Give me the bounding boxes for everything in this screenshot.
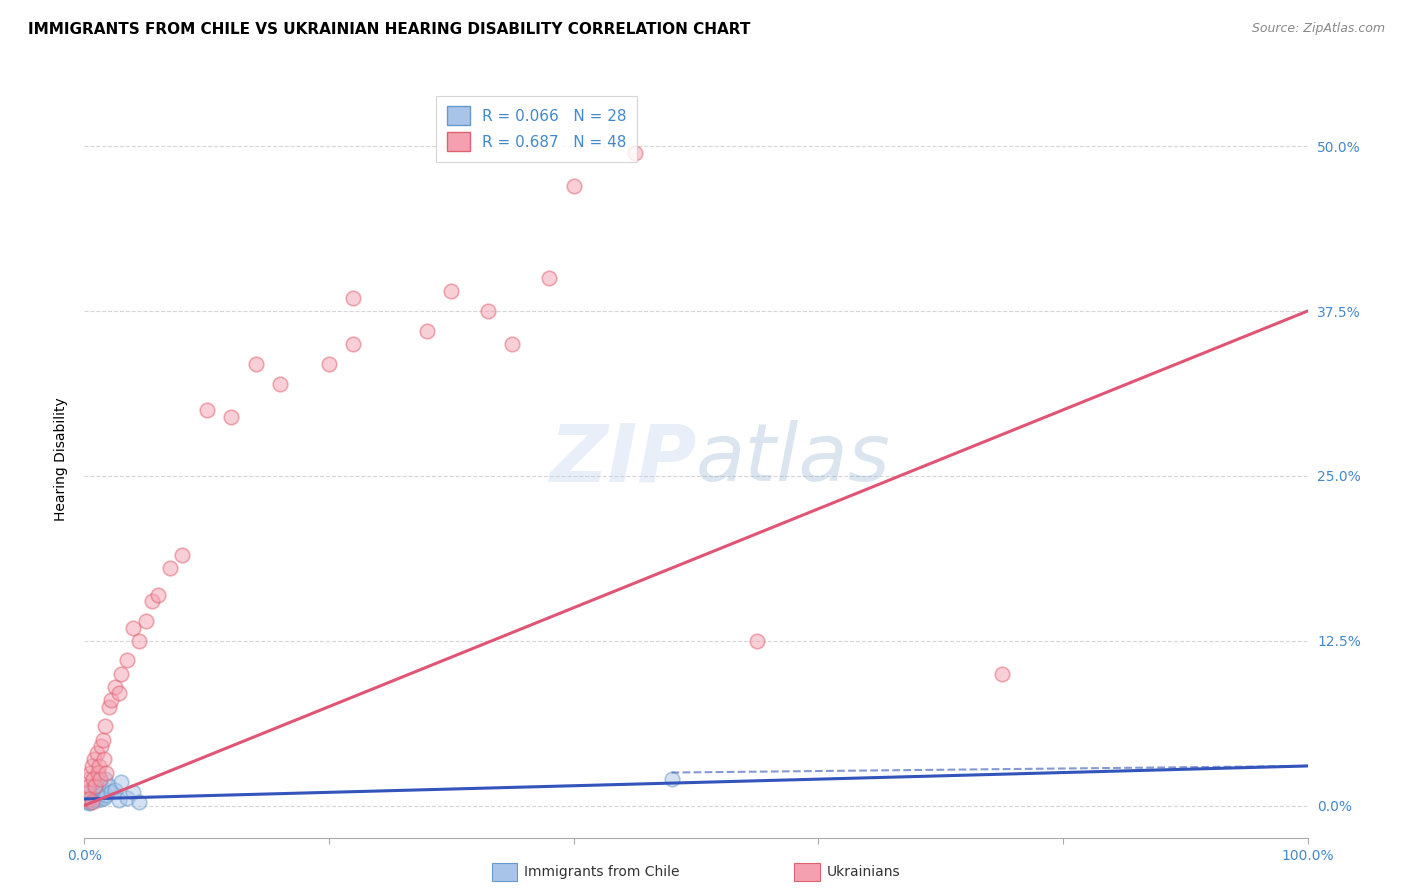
Text: IMMIGRANTS FROM CHILE VS UKRAINIAN HEARING DISABILITY CORRELATION CHART: IMMIGRANTS FROM CHILE VS UKRAINIAN HEARI… xyxy=(28,22,751,37)
Point xyxy=(96,788,118,802)
Point xyxy=(80,788,103,802)
Point xyxy=(100,785,122,799)
Point xyxy=(76,795,98,809)
Point xyxy=(80,759,103,773)
Point xyxy=(128,795,150,809)
Text: Immigrants from Chile: Immigrants from Chile xyxy=(524,865,681,880)
Point xyxy=(146,588,169,602)
Point xyxy=(83,779,105,793)
Point xyxy=(82,793,104,807)
Point xyxy=(991,666,1014,681)
Point xyxy=(195,403,218,417)
Point xyxy=(77,792,100,806)
Text: atlas: atlas xyxy=(696,420,891,499)
Point xyxy=(87,765,110,780)
Point xyxy=(342,337,364,351)
Point xyxy=(661,772,683,786)
Point xyxy=(86,793,108,807)
Point xyxy=(104,680,127,694)
Point xyxy=(318,357,340,371)
Point xyxy=(562,178,585,193)
Point xyxy=(502,337,524,351)
Point xyxy=(747,633,769,648)
Point xyxy=(79,785,101,799)
Point xyxy=(97,779,120,793)
Legend: R = 0.066   N = 28, R = 0.687   N = 48: R = 0.066 N = 28, R = 0.687 N = 48 xyxy=(436,95,637,161)
Point xyxy=(477,304,499,318)
Point xyxy=(110,666,132,681)
Point xyxy=(83,752,105,766)
Point xyxy=(77,779,100,793)
Point xyxy=(89,772,111,786)
Point xyxy=(94,772,117,786)
Point xyxy=(269,376,291,391)
Point xyxy=(86,782,108,797)
Point xyxy=(245,357,267,371)
Point xyxy=(624,145,647,160)
Point xyxy=(91,785,114,799)
Point xyxy=(440,285,463,299)
Point xyxy=(77,792,100,806)
Point xyxy=(128,633,150,648)
Point xyxy=(76,785,98,799)
Point xyxy=(80,795,103,809)
Text: Source: ZipAtlas.com: Source: ZipAtlas.com xyxy=(1251,22,1385,36)
Point xyxy=(100,693,122,707)
Point xyxy=(115,653,138,667)
Point xyxy=(90,792,112,806)
Point xyxy=(91,732,114,747)
Point xyxy=(84,779,107,793)
Point xyxy=(89,774,111,789)
Point xyxy=(141,594,163,608)
Point xyxy=(82,772,104,786)
Point xyxy=(77,796,100,810)
Point xyxy=(97,699,120,714)
Point xyxy=(107,793,129,807)
Point xyxy=(107,686,129,700)
Point xyxy=(122,620,145,634)
Point xyxy=(87,759,110,773)
Point xyxy=(416,324,439,338)
Point xyxy=(115,790,138,805)
Point xyxy=(104,782,127,797)
Point xyxy=(110,774,132,789)
Text: Ukrainians: Ukrainians xyxy=(827,865,900,880)
Point xyxy=(219,409,242,424)
Point xyxy=(96,765,118,780)
Point xyxy=(93,790,115,805)
Point xyxy=(79,765,101,780)
Point xyxy=(87,787,110,801)
Point xyxy=(93,752,115,766)
Point xyxy=(87,789,110,804)
Point xyxy=(79,795,101,809)
Y-axis label: Hearing Disability: Hearing Disability xyxy=(53,398,67,521)
Text: ZIP: ZIP xyxy=(548,420,696,499)
Point xyxy=(86,746,108,760)
Point xyxy=(159,561,181,575)
Point xyxy=(135,614,157,628)
Point xyxy=(77,772,100,786)
Point xyxy=(90,739,112,754)
Point xyxy=(94,719,117,733)
Point xyxy=(342,291,364,305)
Point xyxy=(122,785,145,799)
Point xyxy=(172,548,194,562)
Point xyxy=(538,271,561,285)
Point xyxy=(84,790,107,805)
